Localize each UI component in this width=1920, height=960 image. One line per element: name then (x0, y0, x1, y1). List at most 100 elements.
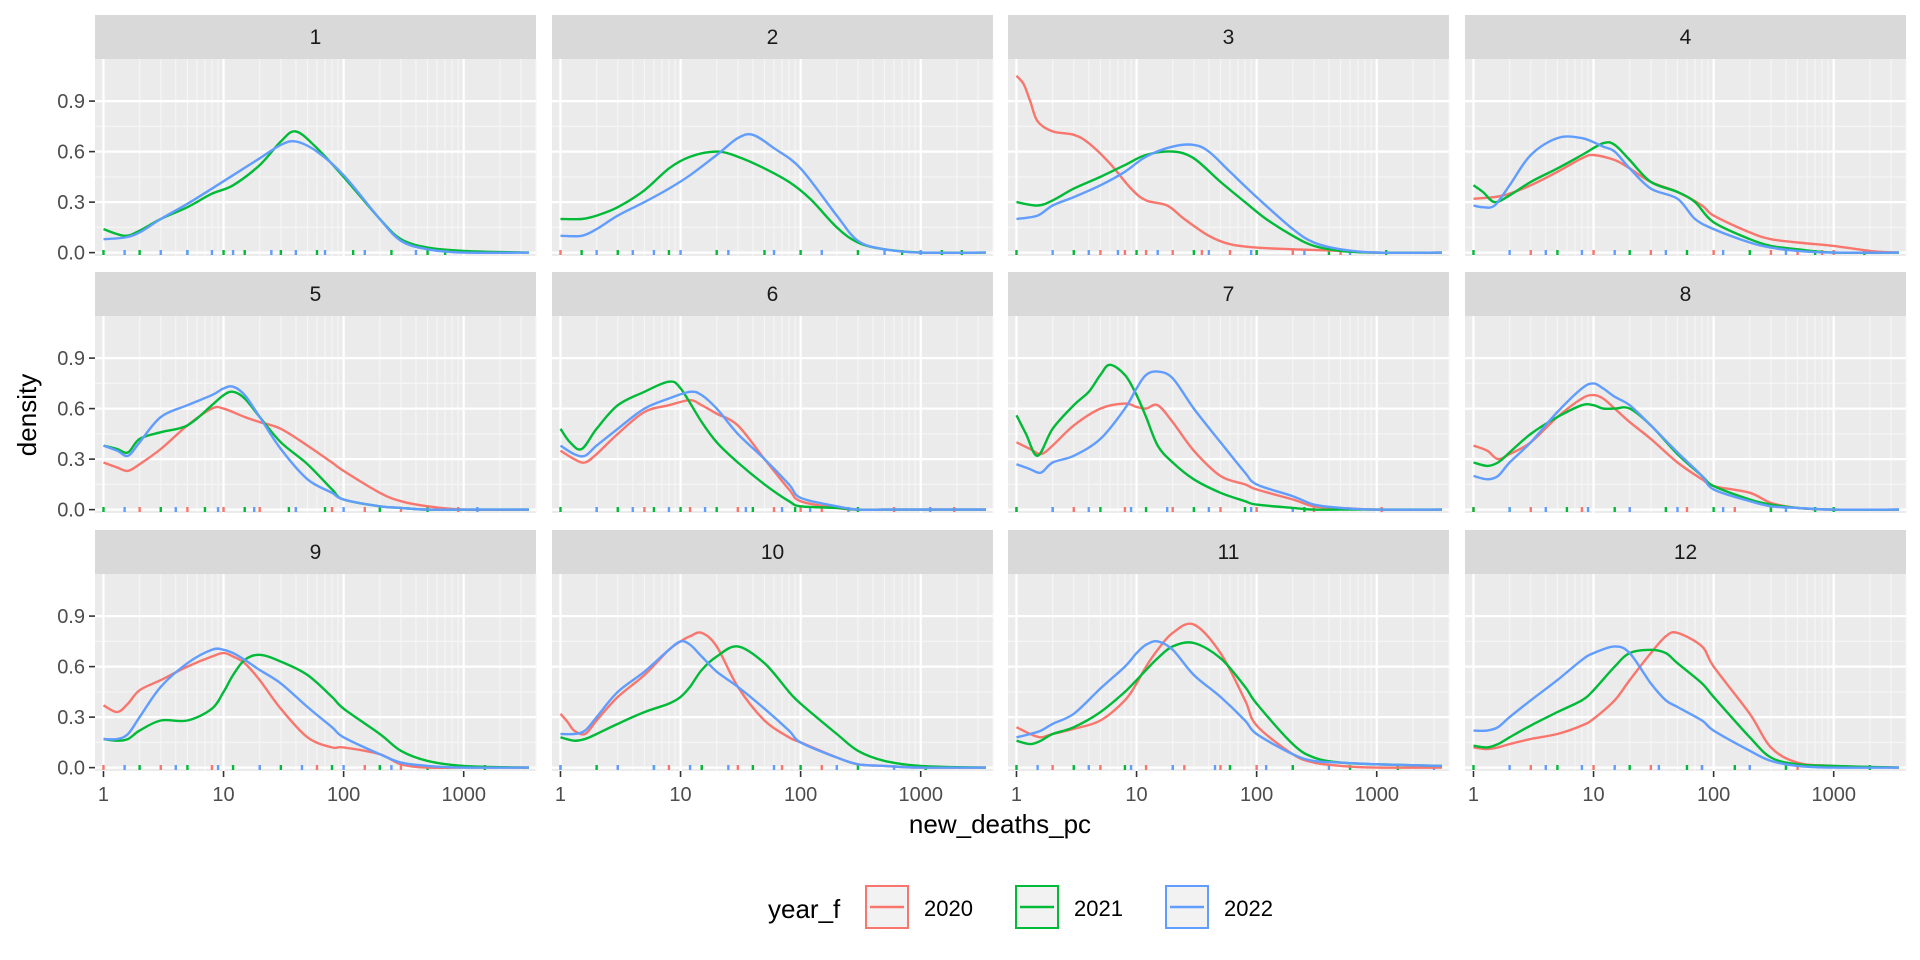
panel-background (1465, 59, 1906, 256)
facet-panel-8: 8 (1465, 272, 1907, 513)
panel-background (95, 574, 536, 771)
rug-marks (102, 507, 479, 512)
x-tick-label: 10 (669, 784, 691, 806)
facet-strip-label: 6 (767, 283, 779, 306)
density-curves (1473, 631, 1900, 769)
legend-label: 2020 (924, 896, 973, 921)
density-line-2022 (103, 139, 530, 255)
facet-panel-7: 7 (1008, 272, 1450, 513)
facet-strip-label: 4 (1680, 26, 1692, 49)
facet-panel-10: 10 (552, 530, 994, 771)
y-tick-label: 0.3 (57, 192, 85, 214)
facet-strip (95, 15, 536, 59)
gridlines (1008, 59, 1450, 256)
density-line-2022 (103, 647, 530, 769)
facet-strip-label: 3 (1223, 26, 1235, 49)
y-tick-label: 0.0 (57, 243, 85, 265)
density-curves (103, 385, 530, 512)
density-line-2022 (103, 385, 530, 511)
x-tick-label: 10 (212, 784, 234, 806)
y-tick-label: 0.6 (57, 657, 85, 679)
density-curves (1015, 363, 1443, 511)
x-tick-label: 1 (555, 784, 566, 806)
density-line-2022 (1473, 645, 1900, 769)
facet-strip-label: 1 (310, 26, 322, 49)
legend-entry-2020: 2020 (865, 885, 973, 929)
rug-marks (1472, 507, 1835, 512)
gridlines (95, 59, 537, 256)
y-axis-title: density (12, 374, 42, 456)
legend-label: 2021 (1074, 896, 1123, 921)
rug-marks (1015, 250, 1388, 255)
rug-marks (102, 250, 447, 255)
legend-label: 2022 (1224, 896, 1273, 921)
facet-panel-1: 1 (95, 15, 537, 256)
panel-background (1465, 316, 1906, 513)
panel-background (95, 59, 536, 256)
density-line-2021 (1016, 150, 1443, 254)
density-line-2021 (560, 645, 987, 769)
density-curves (1472, 135, 1900, 255)
facet-strip (1465, 530, 1906, 574)
facet-strip (1465, 272, 1906, 316)
facet-strip (552, 15, 993, 59)
legend-entry-2021: 2021 (1015, 885, 1123, 929)
facet-strip (552, 272, 993, 316)
y-tick-label: 0.9 (57, 91, 85, 113)
y-tick-label: 0.3 (57, 707, 85, 729)
density-curves (1015, 74, 1443, 255)
rug-marks (102, 765, 487, 770)
facet-panel-5: 5 (95, 272, 537, 513)
density-line-2020 (103, 405, 530, 512)
gridlines (95, 574, 537, 771)
x-tick-label: 1 (1468, 784, 1479, 806)
density-line-2022 (1016, 370, 1443, 511)
facet-strip (1465, 15, 1906, 59)
panel-background (552, 316, 993, 513)
density-curves (102, 647, 530, 770)
facet-panel-9: 9 (95, 530, 537, 771)
density-line-2020 (1473, 631, 1900, 769)
y-tick-label: 0.9 (57, 348, 85, 370)
density-curves (560, 132, 987, 255)
density-line-2021 (103, 653, 530, 769)
y-tick-label: 0.0 (57, 500, 85, 522)
panel-background (1008, 59, 1449, 256)
facet-strip-label: 12 (1674, 541, 1697, 564)
panel-background (95, 316, 536, 513)
density-curves (559, 631, 987, 769)
y-axis-tick-labels: 0.0 0.3 0.6 0.9 0.0 0.3 0.6 0.9 0.0 0.3 0.6 0.9 (57, 91, 95, 780)
facet-panel-6: 6 (552, 272, 994, 513)
x-axis-title: new_deaths_pc (909, 809, 1091, 839)
y-tick-label: 0.6 (57, 399, 85, 421)
density-curves (1015, 622, 1443, 769)
legend-keys: 2020 2021 2022 (865, 885, 1273, 929)
legend-entry-2022: 2022 (1165, 885, 1273, 929)
gridlines (95, 316, 537, 513)
density-line-2020 (1015, 74, 1443, 254)
gridlines (1465, 316, 1907, 513)
x-tick-label: 100 (784, 784, 817, 806)
density-line-2022 (559, 390, 987, 512)
density-line-2022 (1016, 143, 1443, 255)
legend-title: year_f (768, 894, 841, 924)
facet-strip (95, 530, 536, 574)
facet-strip-label: 9 (310, 541, 322, 564)
density-line-2022 (1473, 382, 1900, 511)
density-line-2022 (560, 639, 987, 769)
facet-strip (1008, 15, 1449, 59)
x-tick-label: 1 (98, 784, 109, 806)
facet-panel-11: 11 (1008, 530, 1450, 771)
panel-background (552, 59, 993, 256)
facet-strip (1008, 530, 1449, 574)
gridlines (552, 316, 994, 513)
x-tick-label: 1000 (1354, 784, 1399, 806)
density-curves (559, 380, 987, 512)
panel-background (1008, 574, 1449, 771)
gridlines (552, 59, 994, 256)
x-tick-label: 10 (1582, 784, 1604, 806)
facet-panel-4: 4 (1465, 15, 1907, 256)
density-line-2021 (1015, 363, 1443, 511)
